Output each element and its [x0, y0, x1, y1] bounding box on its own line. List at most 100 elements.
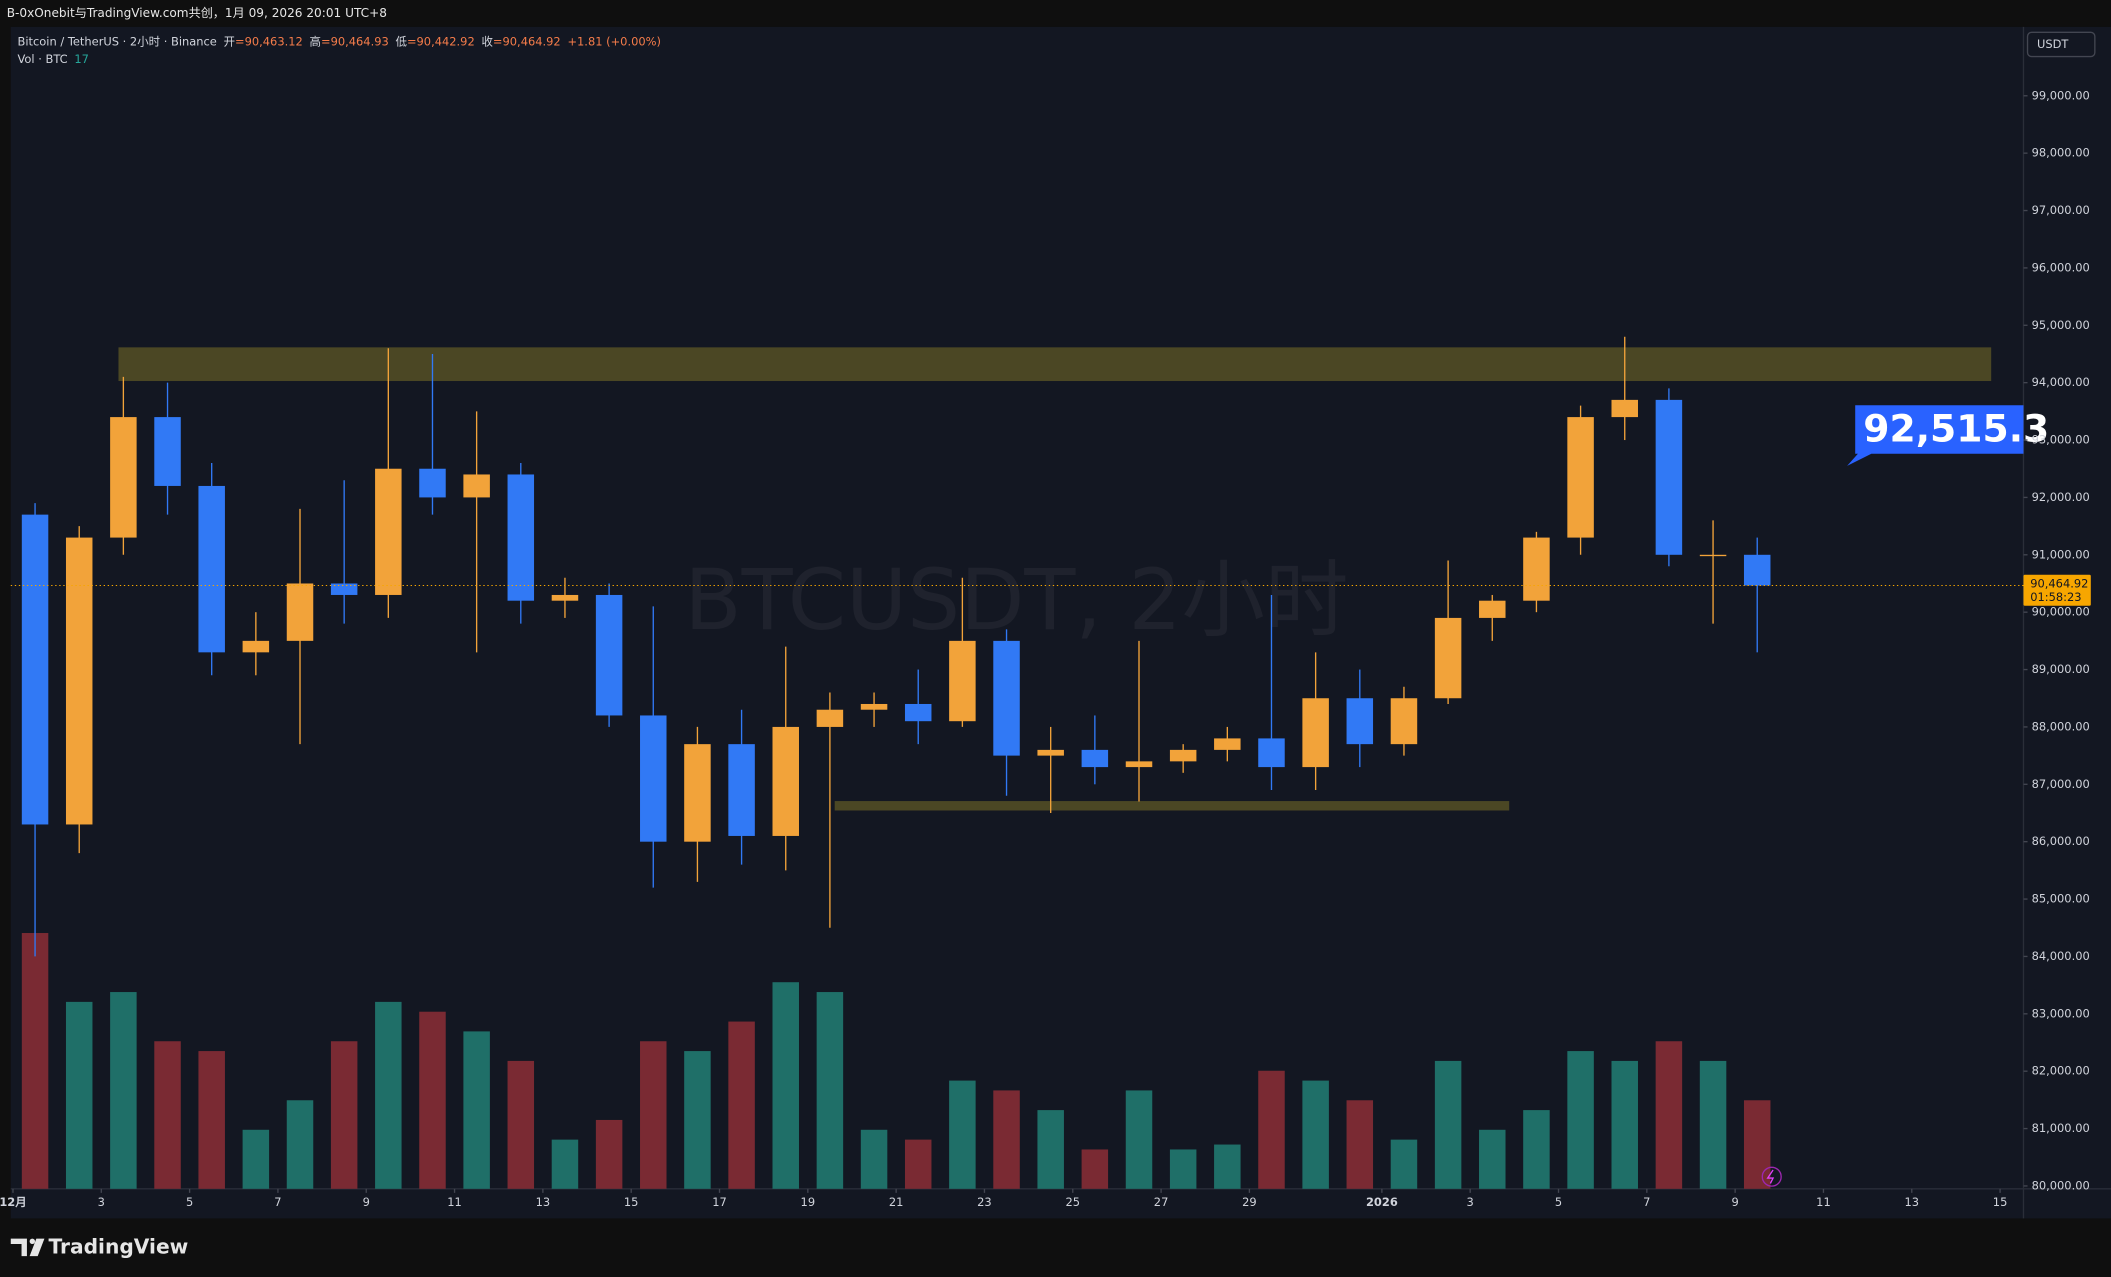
y-tick-label: 99,000.00 — [2032, 88, 2090, 102]
y-tick-label: 86,000.00 — [2032, 834, 2090, 848]
y-tick-label: 97,000.00 — [2032, 203, 2090, 217]
brand-name: TradingView — [48, 1235, 188, 1259]
y-tick-label: 87,000.00 — [2032, 777, 2090, 791]
time-axis — [10, 1188, 2024, 1219]
volume-bar — [1434, 1060, 1462, 1189]
volume-bar — [1169, 1149, 1197, 1189]
x-tick-label: 29 — [1242, 1195, 1257, 1209]
x-tick-label: 21 — [889, 1195, 904, 1209]
logo-mark — [29, 1238, 36, 1245]
volume-bar — [65, 1001, 93, 1189]
candle-body — [684, 744, 711, 842]
volume-bar — [1346, 1100, 1374, 1189]
x-tick-label: 12月 — [0, 1195, 27, 1209]
candle-body — [1169, 749, 1197, 762]
candle-body — [772, 726, 799, 836]
candle-body — [1655, 399, 1683, 555]
logo-mark — [29, 1238, 45, 1257]
currency[interactable]: USDT — [2037, 37, 2069, 51]
volume-bar — [1125, 1090, 1153, 1189]
candle-body — [993, 640, 1020, 756]
plot-area — [10, 26, 2024, 1189]
candle-body — [1523, 537, 1550, 601]
x-tick-label: 25 — [1065, 1195, 1080, 1209]
volume-label: Vol · BTC — [18, 52, 68, 66]
candle-body — [1699, 554, 1727, 557]
candle-body — [21, 514, 49, 825]
ohlc-value: =90,464.93 — [321, 34, 389, 48]
candle-body — [242, 640, 270, 653]
volume-bar — [1258, 1070, 1285, 1189]
volume-bar — [1037, 1110, 1064, 1189]
volume-bar — [816, 992, 844, 1189]
volume-bar — [772, 982, 799, 1189]
candle-body — [904, 703, 932, 722]
volume-bar — [993, 1090, 1020, 1189]
volume-bar — [1611, 1060, 1638, 1189]
alert-icon[interactable] — [1761, 1166, 1782, 1187]
symbol: Bitcoin / TetherUS · 2小时 · Binance — [18, 34, 217, 48]
candle-body — [640, 715, 667, 842]
ohlc-value: =90,442.92 — [407, 34, 475, 48]
watermark: BTCUSDT, 2小时 — [684, 552, 1348, 649]
volume-bar — [154, 1041, 181, 1189]
volume-bar — [21, 933, 49, 1189]
ohlc-value: =90,463.12 — [235, 34, 303, 48]
y-tick-label: 88,000.00 — [2032, 719, 2090, 733]
x-tick-label: 3 — [98, 1195, 105, 1209]
volume-bar — [1523, 1110, 1550, 1189]
candle-body — [419, 468, 446, 498]
currency-box[interactable] — [2026, 31, 2096, 58]
volume-bar — [1743, 1100, 1771, 1189]
plot — [21, 336, 1771, 1189]
candle-body — [1479, 600, 1506, 618]
volume-bar — [1567, 1051, 1594, 1189]
candle-body — [330, 583, 358, 595]
x-tick-label: 11 — [1816, 1195, 1831, 1209]
volume-bar — [330, 1041, 358, 1189]
x-tick-label: 15 — [624, 1195, 639, 1209]
y-tick-label: 84,000.00 — [2032, 949, 2090, 963]
candle-body — [1258, 738, 1285, 768]
candle-body — [1611, 399, 1638, 418]
volume-bar — [1699, 1060, 1727, 1189]
candle-body — [1081, 749, 1109, 768]
y-tick-label: 91,000.00 — [2032, 547, 2090, 561]
volume-bar — [595, 1119, 623, 1189]
volume-bar — [949, 1080, 976, 1189]
x-tick-label: 7 — [274, 1195, 281, 1209]
logo-mark — [10, 1238, 27, 1257]
volume-bar — [507, 1060, 535, 1189]
candle-body — [110, 417, 137, 538]
volume-bar — [463, 1031, 490, 1189]
candle-body — [949, 640, 976, 722]
x-tick-label: 9 — [1731, 1195, 1738, 1209]
candle-body — [1037, 749, 1064, 756]
volume-value: 17 — [74, 52, 89, 66]
ohlc-label: 收 — [481, 34, 493, 48]
candle-body — [860, 703, 888, 710]
y-tick-label: 90,000.00 — [2032, 605, 2090, 619]
candle-body — [1390, 698, 1418, 745]
candle-body — [1567, 417, 1594, 538]
countdown: 01:58:23 — [2030, 590, 2081, 604]
x-tick-label: 27 — [1154, 1195, 1169, 1209]
x-tick-label: 13 — [1904, 1195, 1919, 1209]
candle-body — [551, 594, 579, 601]
x-tick-label: 9 — [363, 1195, 370, 1209]
volume-bar — [198, 1051, 225, 1189]
y-tick-label: 80,000.00 — [2032, 1178, 2090, 1192]
volume-bar — [419, 1011, 446, 1189]
volume-bar — [860, 1129, 888, 1189]
y-tick-label: 81,000.00 — [2032, 1121, 2090, 1135]
candle-body — [1302, 698, 1329, 768]
alert-bolt — [1766, 1169, 1775, 1184]
candle-body — [816, 709, 844, 727]
volume-bar — [640, 1041, 667, 1189]
x-tick-label: 3 — [1467, 1195, 1474, 1209]
volume-bar — [551, 1139, 579, 1189]
ohlc-label: 高 — [310, 34, 321, 48]
x-tick-label: 2026 — [1366, 1195, 1398, 1209]
volume-bar — [110, 992, 137, 1189]
